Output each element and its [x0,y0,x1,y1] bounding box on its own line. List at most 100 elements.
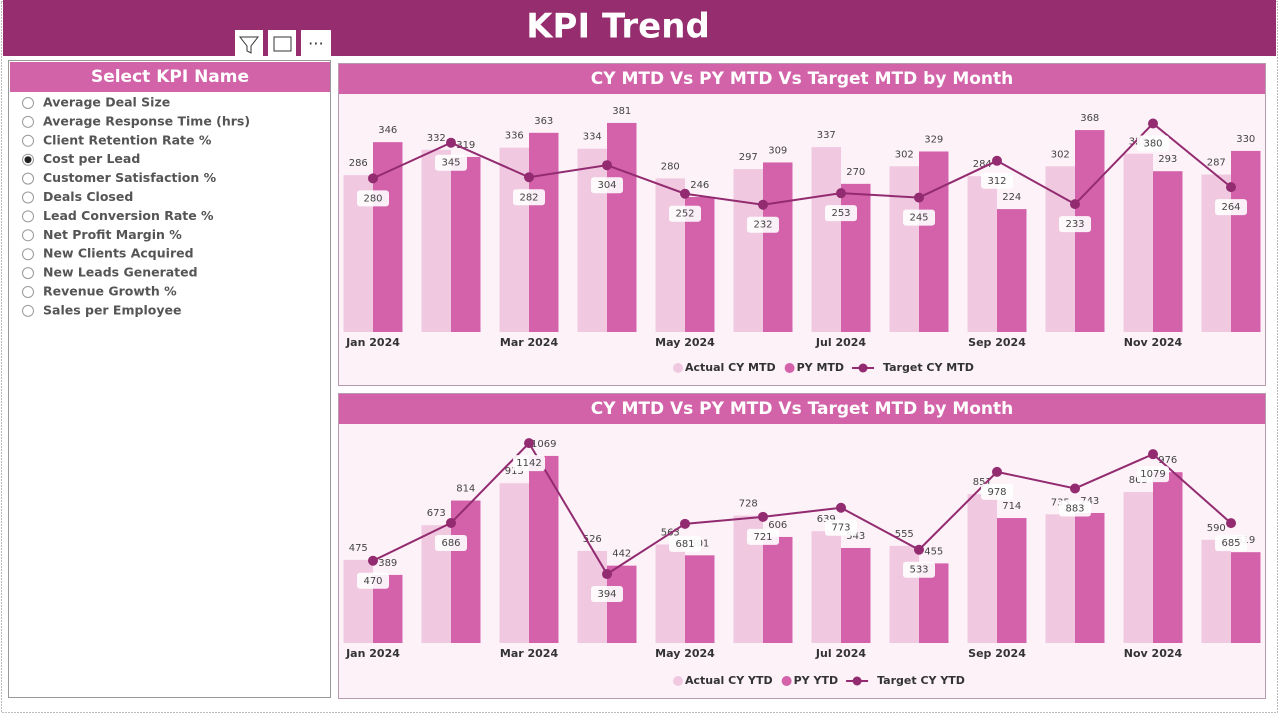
data-label: 606 [768,520,787,531]
slicer-item-label[interactable]: Average Deal Size [43,95,170,110]
radio-button[interactable] [22,134,34,147]
slicer-panel [8,60,331,698]
data-label-box [747,528,779,545]
radio-button[interactable] [22,191,34,204]
legend-marker [852,676,862,686]
bar [997,518,1027,643]
radio-button[interactable] [22,229,34,242]
radio-button[interactable] [22,286,34,298]
data-label: 309 [768,145,787,156]
data-label: 293 [1158,154,1177,165]
data-label: 728 [739,499,758,510]
data-label-box [513,189,545,206]
bar [889,545,919,643]
bar [607,122,637,332]
data-label-box [1215,535,1247,552]
bar [1231,552,1261,643]
data-label-box [981,172,1013,189]
legend-item[interactable]: Target CY MTD [852,361,974,374]
data-label-box [669,205,701,222]
slicer-item[interactable]: New Clients Acquired [22,246,194,261]
radio-button[interactable] [22,248,34,261]
slicer-item-label[interactable]: New Clients Acquired [43,246,194,261]
data-label: 978 [987,487,1006,498]
line-point [914,544,924,555]
legend-item[interactable]: PY MTD [784,361,844,374]
radio-button[interactable] [22,115,34,128]
data-label: 302 [895,149,914,160]
data-label-box [1137,466,1169,483]
slicer-item[interactable]: Average Response Time (hrs) [22,113,251,128]
data-label-box [747,216,779,233]
bar [733,169,763,332]
data-label: 475 [349,543,368,554]
data-label: 1079 [1140,469,1165,480]
radio-button[interactable] [22,304,34,317]
slicer-item-label[interactable]: Customer Satisfaction % [43,170,217,185]
slicer-item-label[interactable]: Average Response Time (hrs) [43,113,250,128]
slicer-item[interactable]: Sales per Employee [22,302,182,317]
data-label: 394 [597,589,616,600]
slicer-item[interactable]: New Leads Generated [22,265,198,280]
data-label: 1069 [531,439,556,450]
slicer-item[interactable]: Customer Satisfaction % [22,170,217,185]
slicer-item[interactable]: Average Deal Size [22,95,171,110]
line [372,122,1232,206]
data-label: 336 [505,131,524,142]
bar [1075,512,1105,643]
slicer-item[interactable]: Deals Closed [22,189,134,204]
slicer-item[interactable]: Client Retention Rate % [22,132,212,147]
slicer-item-label[interactable]: Sales per Employee [43,302,181,317]
data-label: 1142 [516,458,541,469]
line-point [914,192,924,203]
data-label-box [591,177,623,194]
radio-button[interactable] [22,97,34,109]
chart: CY MTD Vs PY MTD Vs Target MTD by Month J… [338,393,1266,699]
radio-button[interactable] [22,210,34,223]
data-label: 851 [973,477,992,488]
data-label: 714 [1002,501,1021,512]
data-label: 685 [1221,538,1240,549]
radio-button[interactable] [22,267,34,280]
x-tick-label: Mar 2024 [500,647,559,660]
data-label-box [903,209,935,226]
slicer-item-label[interactable]: Revenue Growth % [43,284,177,299]
filter-icon [238,36,260,54]
slicer-item[interactable]: Net Profit Margin % [22,227,183,242]
data-label: 253 [831,208,850,219]
data-label: 721 [753,532,772,543]
data-label: 976 [1158,455,1177,466]
slicer-item-label[interactable]: Net Profit Margin % [43,227,182,242]
legend-item[interactable]: PY YTD [781,674,838,687]
slicer-item-label[interactable]: Cost per Lead [43,151,140,166]
slicer-item-label[interactable]: Client Retention Rate % [43,132,212,147]
bar [343,559,373,643]
legend-marker [673,363,683,373]
legend-item[interactable]: Actual CY MTD [673,361,776,374]
more-button[interactable] [301,30,331,58]
charts: CY MTD Vs PY MTD Vs Target MTD by Month J… [338,63,1266,699]
bar [967,494,997,643]
data-label-box [513,455,545,472]
data-label-box [591,586,623,603]
radio-button[interactable] [22,172,34,185]
legend-item[interactable]: Actual CY YTD [673,674,773,687]
data-label: 233 [1065,219,1084,230]
slicer-item-label[interactable]: Deals Closed [43,189,133,204]
slicer-item[interactable]: Lead Conversion Rate % [22,208,215,223]
slicer-item-label[interactable]: Lead Conversion Rate % [43,208,214,223]
focus-button[interactable] [268,30,296,58]
slicer-item[interactable]: Revenue Growth % [22,284,178,299]
line-point [446,137,456,148]
filter-button[interactable] [235,30,263,58]
x-tick-label: Mar 2024 [500,336,559,349]
legend-item[interactable]: Target CY YTD [846,674,965,687]
header-title: KPI Trend [526,7,710,47]
data-label-box [435,534,467,551]
data-label: 252 [675,209,694,220]
slicer-item[interactable]: Cost per Lead [22,151,141,166]
slicer-item-label[interactable]: New Leads Generated [43,265,198,280]
slicer-title-bar [10,62,330,92]
line-point [602,569,612,580]
